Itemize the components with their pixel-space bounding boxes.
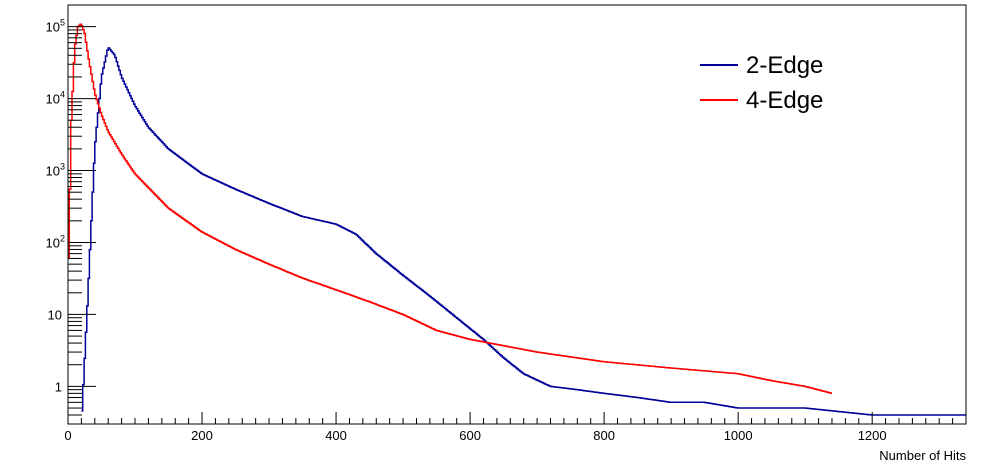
y-tick-label: 105: [46, 18, 65, 35]
y-tick-label: 1: [55, 379, 62, 394]
y-tick-label: 10: [48, 307, 62, 322]
x-tick-label: 400: [325, 428, 347, 443]
x-axis-title: Number of Hits: [879, 448, 966, 463]
y-tick-label: 102: [46, 233, 65, 250]
plot-frame: [67, 4, 967, 425]
x-tick-label: 1200: [858, 428, 887, 443]
x-tick-label: 1000: [724, 428, 753, 443]
axes-layer: 0 200 400 600 800 1000 1200 1 10 102 103 104 105: [46, 4, 967, 443]
y-tick-label: 103: [46, 162, 65, 179]
legend-label-1: 2-Edge: [746, 52, 823, 79]
x-tick-label: 600: [459, 428, 481, 443]
series-line-1: [81, 47, 966, 416]
legend: 2-Edge 4-Edge: [700, 52, 823, 114]
x-tick-label: 0: [64, 428, 71, 443]
x-tick-label: 800: [593, 428, 615, 443]
legend-label-2: 4-Edge: [746, 87, 823, 114]
series-line-2: [68, 23, 832, 394]
x-tick-label: 200: [191, 428, 213, 443]
y-tick-label: 104: [46, 90, 65, 107]
series-layer: [68, 23, 966, 416]
